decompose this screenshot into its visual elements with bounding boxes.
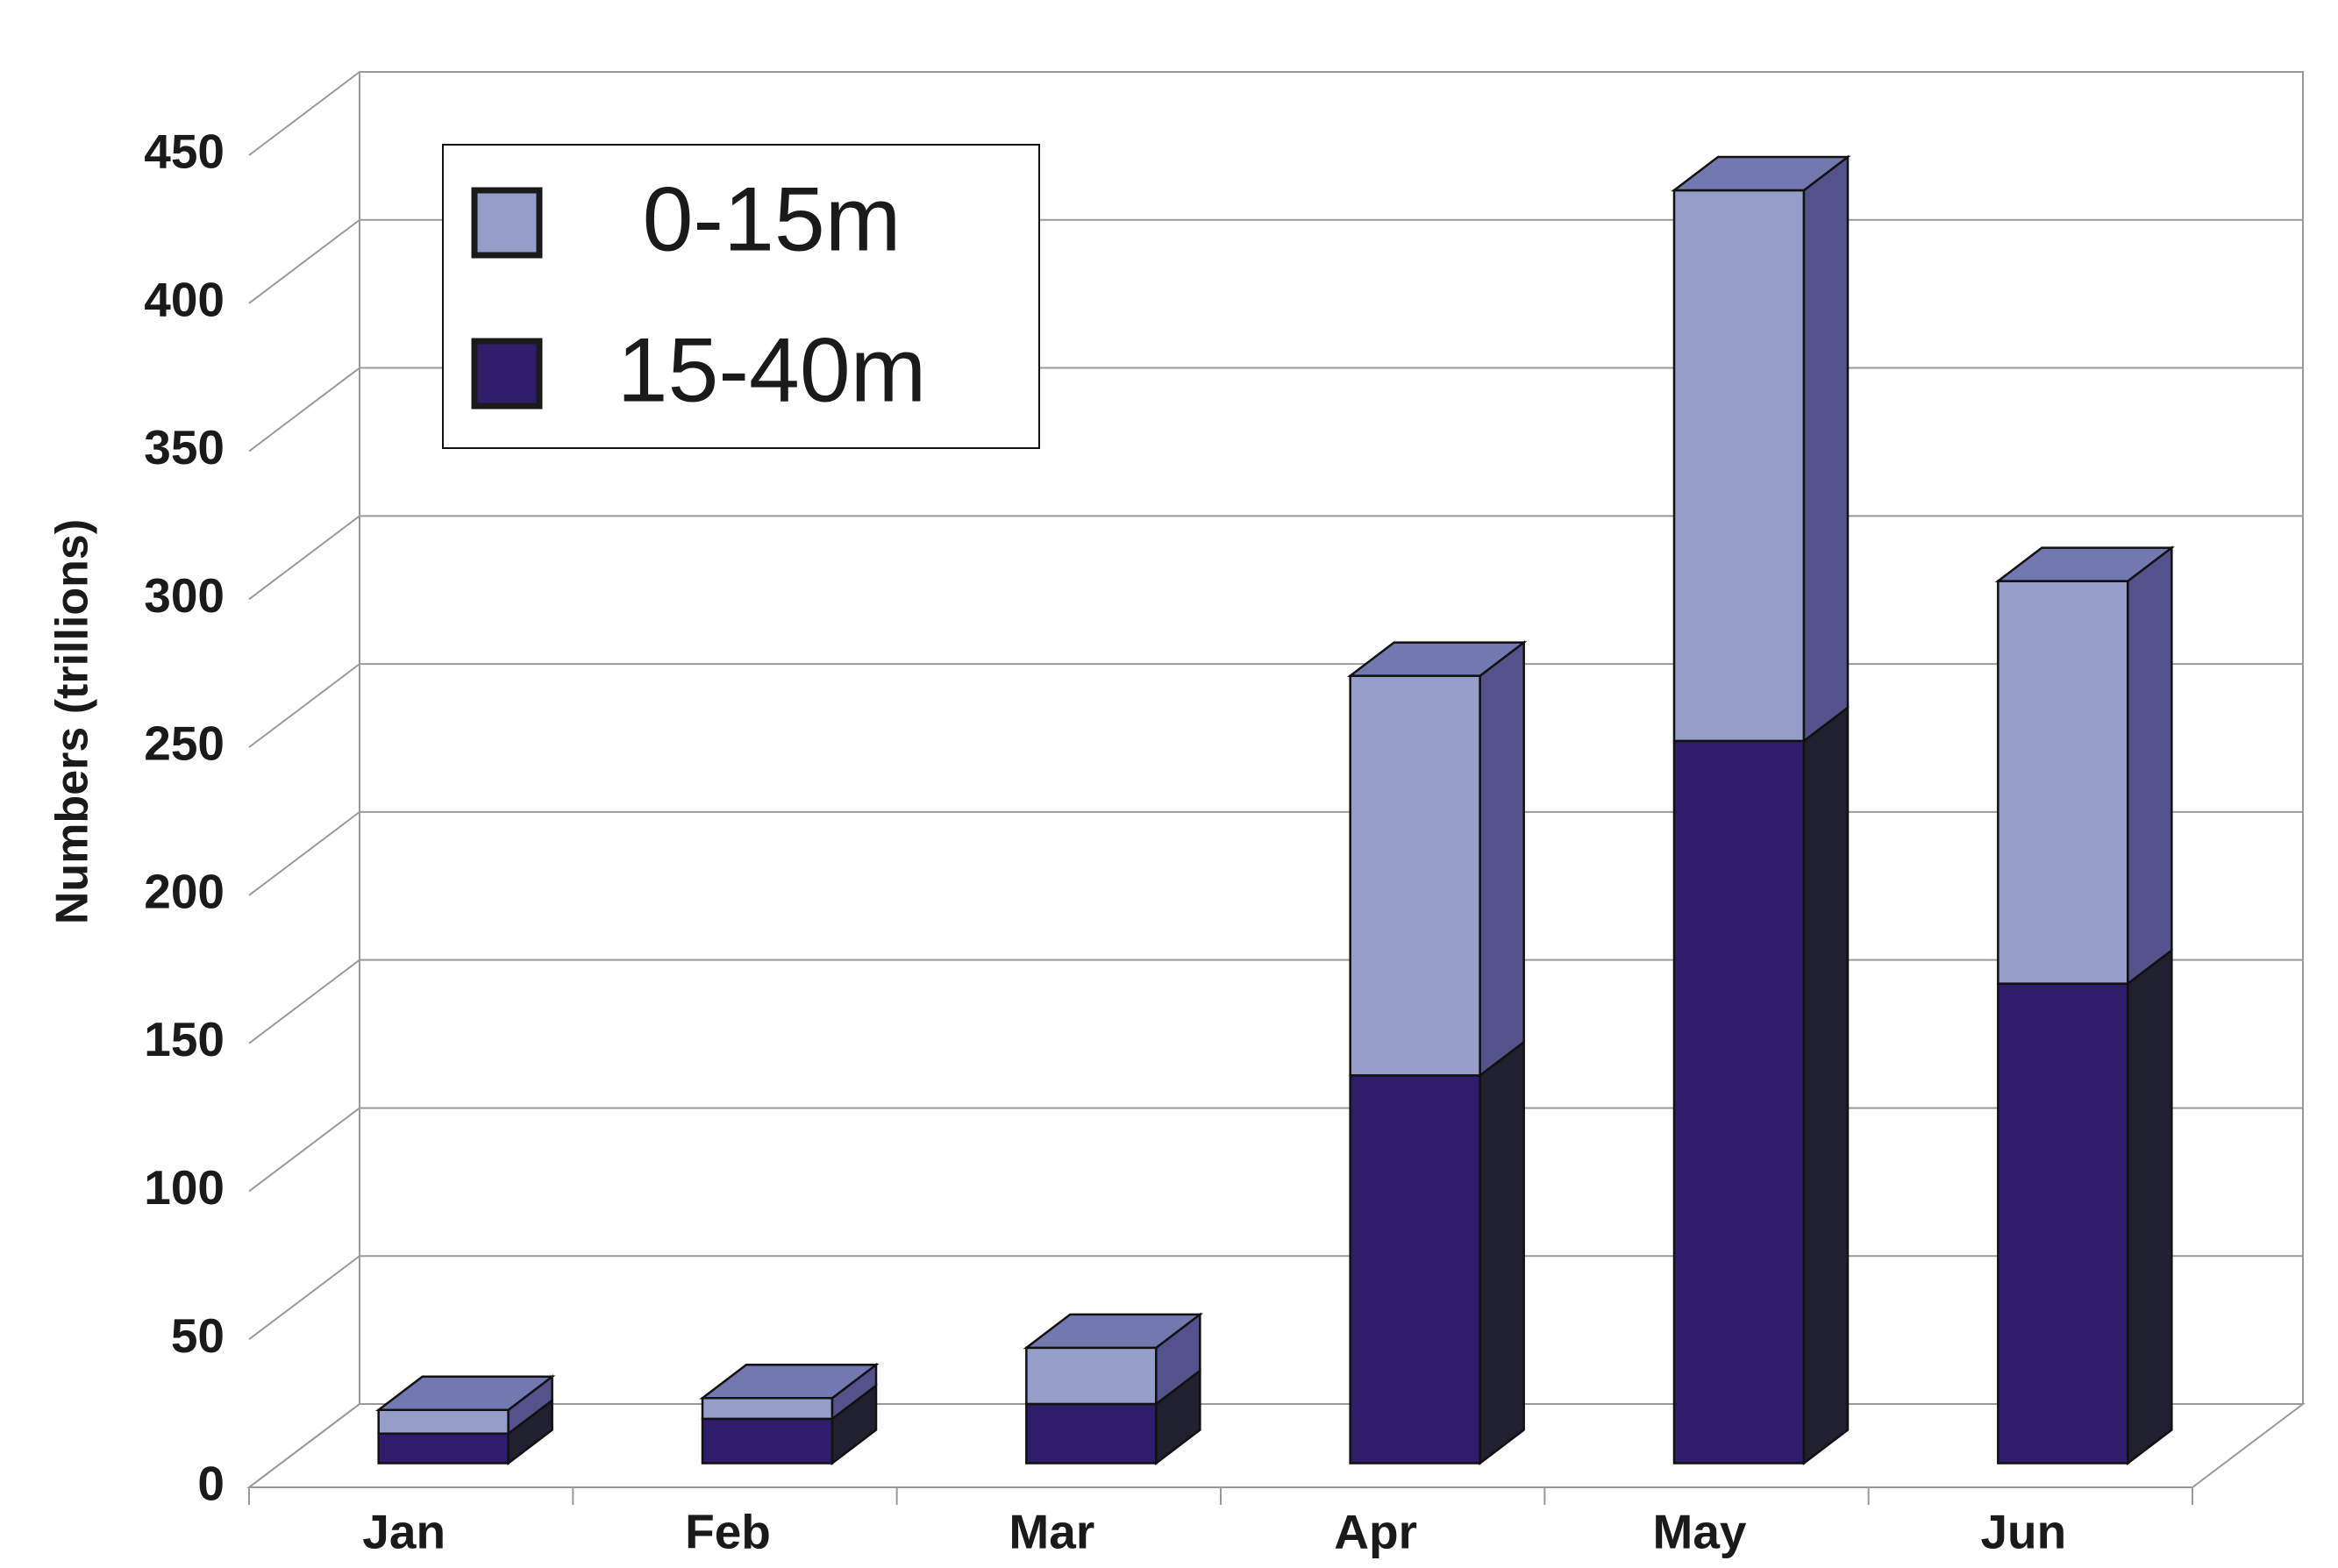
bar-side xyxy=(1802,154,1850,744)
bar xyxy=(1672,189,1806,743)
x-tick-label: Jun xyxy=(1980,1505,2066,1559)
y-tick-label: 0 xyxy=(197,1457,225,1511)
bar-top xyxy=(1671,155,1851,192)
side-grid-line xyxy=(248,515,360,601)
y-tick-label: 400 xyxy=(144,272,225,326)
y-tick-label: 350 xyxy=(144,420,225,474)
bar xyxy=(377,1408,510,1435)
y-tick-label: 150 xyxy=(144,1012,225,1066)
bar xyxy=(1997,982,2129,1465)
bar xyxy=(701,1396,834,1421)
side-grid-line xyxy=(248,1403,360,1488)
side-grid-line xyxy=(248,959,360,1044)
bar xyxy=(701,1417,834,1465)
y-axis-title: Numbers (trillions) xyxy=(47,519,98,924)
bar-side xyxy=(1479,1039,1525,1466)
side-grid-line xyxy=(248,367,360,453)
y-tick-label: 100 xyxy=(144,1160,225,1215)
y-tick-label: 300 xyxy=(144,568,225,623)
bar xyxy=(1997,580,2129,985)
x-tick-label: Mar xyxy=(1009,1505,1094,1559)
bar-side xyxy=(1802,705,1850,1466)
y-tick-label: 450 xyxy=(144,125,225,179)
side-grid-line xyxy=(248,71,360,156)
x-tick-label: Jan xyxy=(362,1505,446,1559)
bar-top xyxy=(1023,1313,1204,1350)
y-tick-label: 250 xyxy=(144,716,225,771)
legend-swatch xyxy=(471,338,543,410)
floor xyxy=(246,1403,2306,1488)
y-tick-label: 200 xyxy=(144,864,225,918)
y-tick-label: 50 xyxy=(171,1308,225,1363)
bar xyxy=(1349,1074,1481,1465)
x-tick-label: Feb xyxy=(685,1505,771,1559)
x-tick-label: May xyxy=(1653,1505,1747,1559)
side-grid-line xyxy=(248,1107,360,1193)
x-tick-label: Apr xyxy=(1334,1505,1417,1559)
side-grid-line xyxy=(248,663,360,748)
bar-top xyxy=(1346,641,1528,677)
bar xyxy=(1025,1402,1158,1465)
bar xyxy=(1025,1346,1158,1406)
side-grid-line xyxy=(248,218,360,304)
legend-label: 0-15m xyxy=(643,168,902,270)
bar-top xyxy=(374,1375,556,1411)
side-grid-line xyxy=(248,1255,360,1341)
bar-side xyxy=(2127,948,2173,1466)
bar xyxy=(1672,739,1806,1465)
bar-side xyxy=(1479,640,1525,1078)
bar-top xyxy=(1994,546,2176,582)
bar xyxy=(377,1432,510,1465)
side-grid-line xyxy=(248,811,360,896)
legend-label: 15-40m xyxy=(617,319,927,421)
bar xyxy=(1349,674,1481,1077)
legend-swatch xyxy=(471,187,543,259)
bar-top xyxy=(699,1363,880,1400)
bar-side xyxy=(2127,545,2173,987)
